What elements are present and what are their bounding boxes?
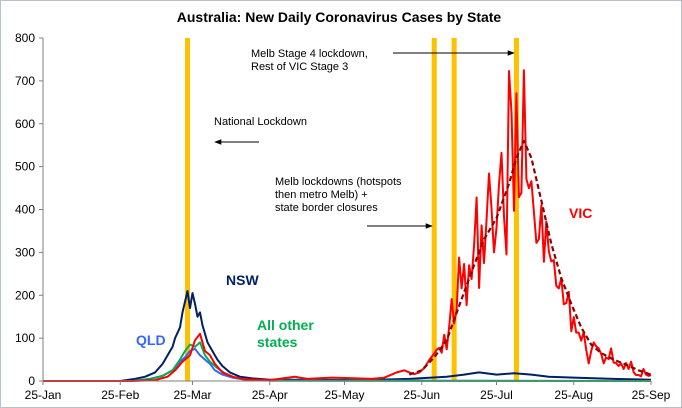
label-other-line1: All other [257,317,314,333]
x-tick-label: 25-Apr [252,388,288,402]
series-line-all-other-states [43,341,652,382]
label-nsw: NSW [226,272,259,288]
annotation-stage4: Melb Stage 4 lockdown, Rest of VIC Stage… [251,48,515,73]
x-tick-label: 25-Aug [554,388,593,402]
label-vic: VIC [569,205,592,221]
annotation-melb-line3: state border closures [275,202,378,214]
y-tick-label: 300 [15,245,35,259]
y-tick-label: 800 [15,31,35,45]
annotation-melb: Melb lockdowns (hotspots then metro Melb… [275,176,433,229]
x-tick-label: 25-Jun [403,388,440,402]
series-line-vic [43,69,652,382]
series-line-nsw [43,290,652,382]
annotation-stage4-line2: Rest of VIC Stage 3 [251,61,348,73]
y-tick-label: 700 [15,74,35,88]
series-layer [43,69,652,382]
annotation-stage4-line1: Melb Stage 4 lockdown, [251,48,368,60]
x-tick-label: 25-May [325,388,365,402]
y-tick-label: 200 [15,288,35,302]
annotation-national: National Lockdown [214,116,307,145]
x-tick-label: 25-Sep [632,388,671,402]
y-tick-label: 400 [15,203,35,217]
y-tick-label: 100 [15,331,35,345]
y-tick-label: 600 [15,117,35,131]
y-tick-label: 500 [15,160,35,174]
y-tick-label: 0 [28,374,35,388]
annotation-national-text: National Lockdown [214,116,307,128]
annotation-melb-line2: then metro Melb) + [275,189,368,201]
chart-title: Australia: New Daily Coronavirus Cases b… [177,9,502,25]
x-tick-label: 25-Jan [25,388,62,402]
x-tick-label: 25-Feb [101,388,139,402]
annotation-melb-line1: Melb lockdowns (hotspots [275,176,402,188]
label-qld: QLD [136,332,166,348]
label-other-line2: states [257,334,298,350]
x-tick-label: 25-Jul [480,388,513,402]
series-line-vic-trend [408,139,652,376]
axis-ticks: 0 100 200 300 400 500 600 700 800 25-Jan 25-Feb 25-… [15,31,671,402]
x-tick-label: 25-Mar [174,388,212,402]
